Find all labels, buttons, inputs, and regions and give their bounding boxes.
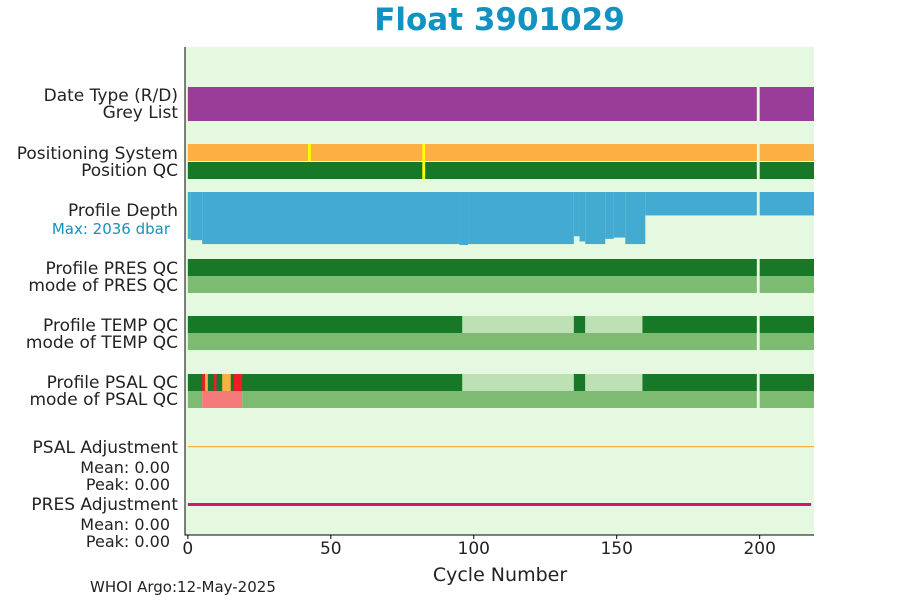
profile-depth-bar-0 (187, 192, 191, 239)
position-qc-bar-1 (422, 162, 426, 179)
profile-depth-bar-8 (605, 192, 614, 239)
temp-qc-bar-2 (573, 316, 586, 333)
psal-qc-bar-4 (222, 374, 231, 391)
psal-qc-bar-6 (462, 374, 574, 391)
x-tick-label-0: 0 (182, 539, 194, 559)
label-pres-peak: Peak: 0.00 (85, 532, 170, 551)
psal-qc-bar-0 (187, 374, 463, 391)
psal-qc-bar-8 (585, 374, 643, 391)
temp-qc-bar-1 (462, 316, 574, 333)
label-psal-peak: Peak: 0.00 (85, 475, 170, 494)
footer-credit: WHOI Argo:12-May-2025 (90, 578, 276, 596)
label-psal-adjustment: PSAL Adjustment (32, 438, 178, 458)
label-mode-pres-qc: mode of PRES QC (28, 276, 178, 296)
temp-qc-bar-0 (187, 316, 463, 333)
profile-depth-bar-7 (585, 192, 606, 245)
positioning-system-bar-2 (422, 144, 426, 161)
profile-depth-bar-11 (645, 192, 814, 216)
mode-psal-qc-bar-0 (187, 391, 203, 408)
position-qc-bar-0 (187, 162, 815, 179)
label-mode-psal-qc: mode of PSAL QC (29, 390, 178, 410)
positioning-system-bar-1 (307, 144, 311, 161)
label-profile-pres-qc: Profile PRES QC (45, 259, 178, 279)
gap-cycle-0 (756, 87, 760, 408)
pres-qc-bar-0 (187, 259, 815, 276)
label-positioning-system: Positioning System (16, 144, 178, 164)
label-pres-mean: Mean: 0.00 (80, 515, 170, 534)
axes-frame (184, 47, 814, 536)
label-date-type: Date Type (R/D) (43, 86, 178, 106)
label-profile-psal-qc: Profile PSAL QC (46, 373, 178, 393)
profile-depth-bar-6 (579, 192, 586, 242)
x-tick-label-3: 150 (600, 539, 633, 559)
date-type-bar-0 (187, 87, 815, 121)
label-max-depth: Max: 2036 dbar (51, 220, 170, 238)
psal-qc-bar-7 (573, 374, 586, 391)
profile-depth-bar-2 (202, 192, 460, 245)
x-tick-label-4: 200 (743, 539, 776, 559)
label-position-qc: Position QC (81, 161, 178, 181)
psal-adjustment-line-0 (187, 446, 815, 448)
label-mode-temp-qc: mode of TEMP QC (25, 333, 178, 353)
profile-depth-bar-4 (468, 192, 574, 245)
mode-psal-qc-bar-1 (202, 391, 243, 408)
psal-qc-bar-2 (205, 374, 208, 391)
x-tick-label-2: 100 (457, 539, 490, 559)
label-psal-mean: Mean: 0.00 (80, 458, 170, 477)
mode-pres-qc-bar-0 (187, 276, 815, 293)
temp-qc-bar-4 (642, 316, 814, 333)
psal-qc-bar-1 (202, 374, 206, 391)
profile-depth-bar-9 (613, 192, 626, 238)
label-grey-list: Grey List (102, 103, 178, 123)
profile-depth-bar-3 (459, 192, 469, 245)
pres-adjustment-line-0 (187, 503, 812, 506)
temp-qc-bar-3 (585, 316, 643, 333)
x-tick-label-1: 50 (319, 539, 342, 559)
psal-qc-bar-9 (642, 374, 814, 391)
mode-psal-qc-bar-2 (242, 391, 814, 408)
mode-temp-qc-bar-0 (187, 333, 815, 350)
psal-qc-bar-3 (213, 374, 217, 391)
psal-qc-bar-5 (233, 374, 243, 391)
label-profile-depth: Profile Depth (67, 201, 178, 221)
profile-depth-bar-1 (190, 192, 203, 241)
chart-title: Float 3901029 (374, 2, 625, 38)
positioning-system-bar-0 (187, 144, 815, 161)
profile-depth-bar-10 (625, 192, 646, 245)
label-pres-adjustment: PRES Adjustment (31, 495, 178, 515)
profile-depth-bar-5 (573, 192, 580, 237)
label-profile-temp-qc: Profile TEMP QC (43, 316, 178, 336)
x-axis-label: Cycle Number (432, 564, 568, 586)
